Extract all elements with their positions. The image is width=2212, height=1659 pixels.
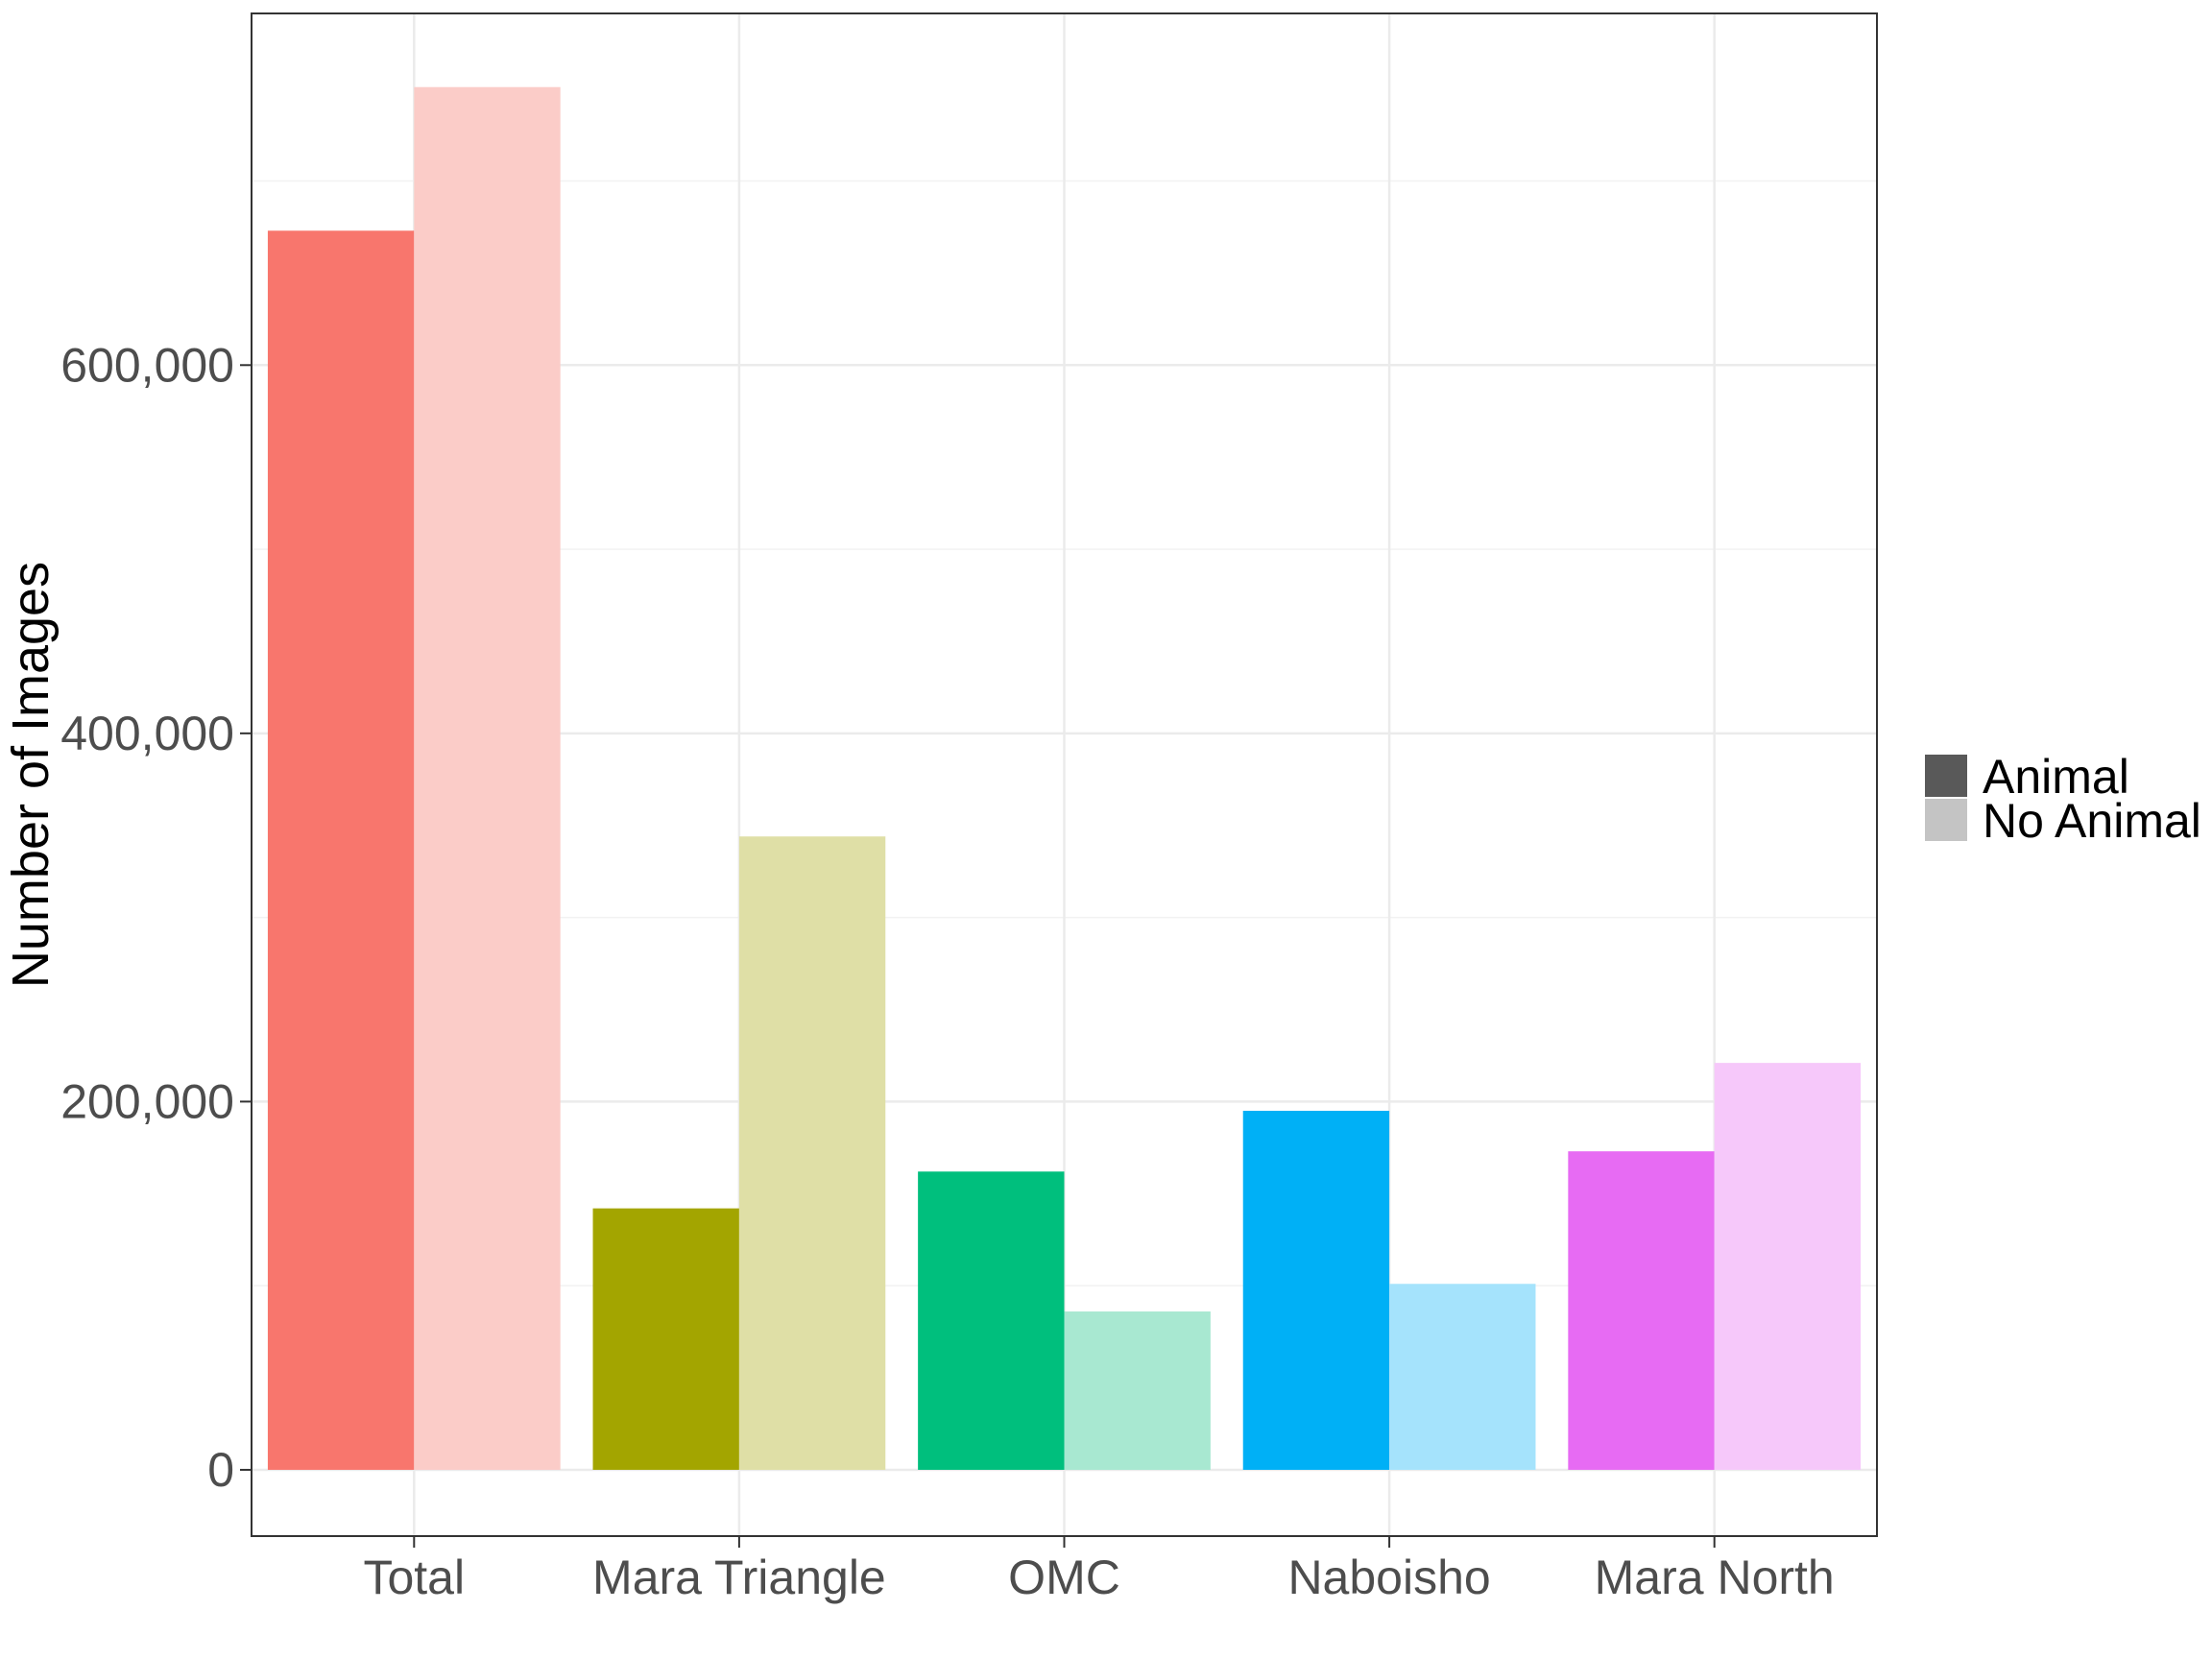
- y-tick-label: 0: [207, 1443, 234, 1497]
- y-tick-label: 200,000: [60, 1074, 234, 1128]
- legend-label-animal: Animal: [1983, 750, 2129, 804]
- x-tick-label: Naboisho: [1287, 1551, 1490, 1604]
- bar-mara-north-animal: [1568, 1151, 1715, 1470]
- x-tick-label: Mara North: [1595, 1551, 1835, 1604]
- bar-mara-triangle-no-animal: [738, 836, 886, 1470]
- legend-key-animal: [1925, 755, 1967, 797]
- bar-total-animal: [267, 230, 415, 1470]
- bars: [267, 86, 1862, 1470]
- axis-ticks: 0 200,000 400,000 600,000 Total Mara Triangle…: [60, 338, 1834, 1604]
- legend-label-no-animal: No Animal: [1983, 794, 2201, 848]
- x-tick-label: Total: [363, 1551, 465, 1604]
- y-tick-label: 600,000: [60, 338, 234, 392]
- y-axis-title: Number of Images: [2, 562, 60, 988]
- y-tick-label: 400,000: [60, 707, 234, 760]
- bar-omc-animal: [918, 1171, 1065, 1470]
- legend: Animal No Animal: [1925, 750, 2201, 848]
- x-tick-label: Mara Triangle: [592, 1551, 886, 1604]
- bar-mara-north-no-animal: [1714, 1063, 1862, 1470]
- bar-naboisho-animal: [1242, 1110, 1390, 1470]
- x-tick-label: OMC: [1008, 1551, 1120, 1604]
- bar-omc-no-animal: [1064, 1311, 1211, 1470]
- bar-total-no-animal: [414, 86, 561, 1470]
- bar-mara-triangle-animal: [592, 1208, 739, 1470]
- legend-key-no-animal: [1925, 799, 1967, 841]
- bar-naboisho-no-animal: [1389, 1284, 1536, 1470]
